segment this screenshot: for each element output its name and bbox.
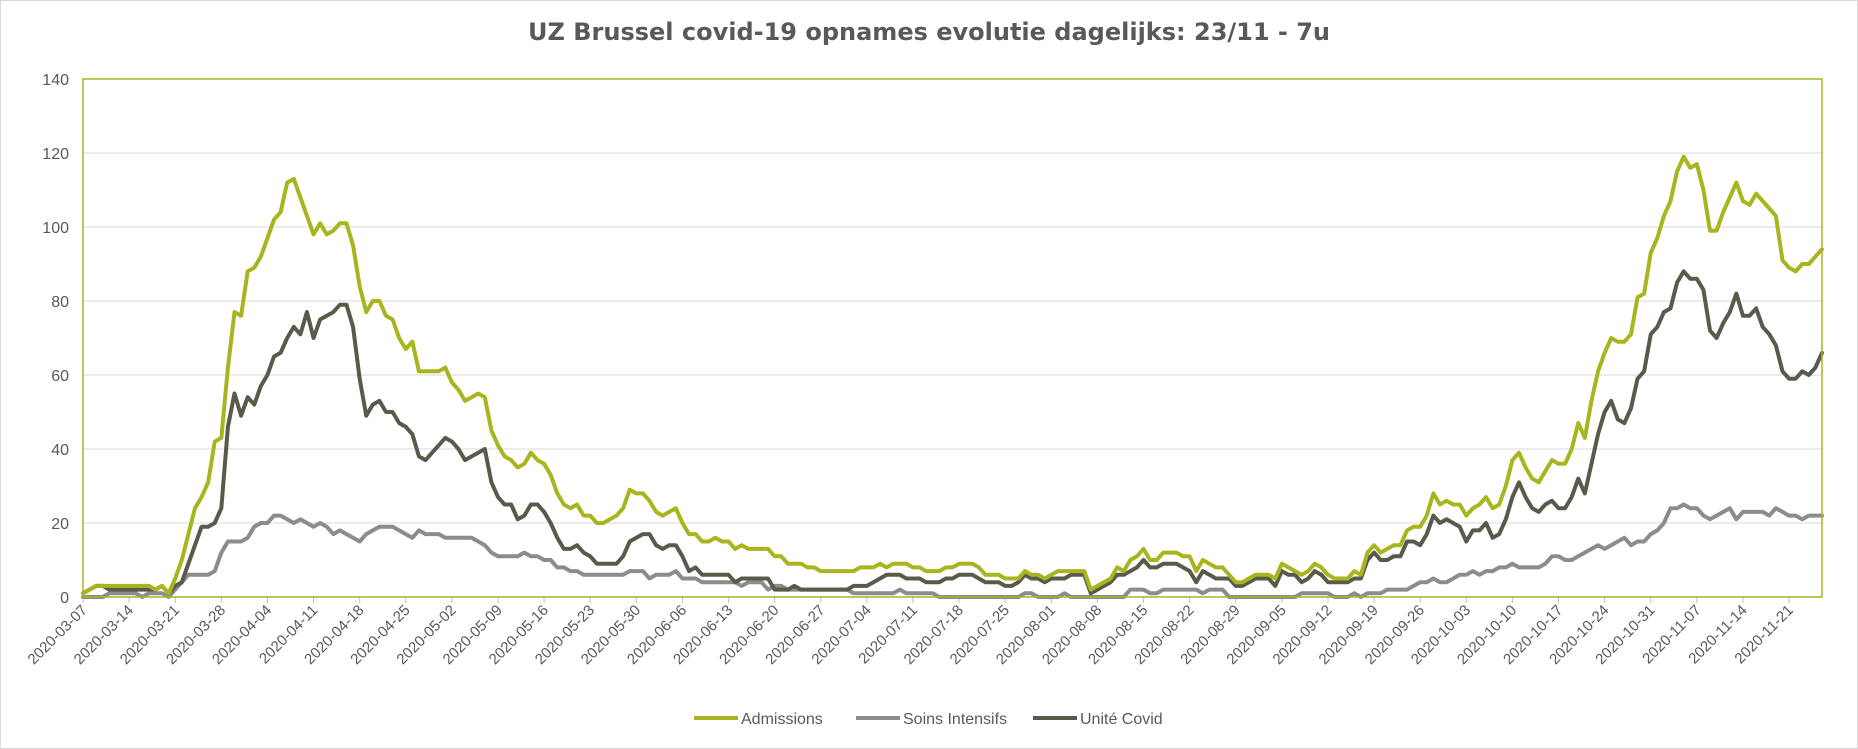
chart-title: UZ Brussel covid-19 opnames evolutie dag… bbox=[527, 18, 1331, 46]
series-line-soins-intensifs bbox=[81, 502, 1824, 599]
y-tick-label: 20 bbox=[51, 516, 69, 533]
series-line-unit-covid bbox=[81, 269, 1824, 596]
series-line-admissions bbox=[81, 154, 1824, 596]
y-tick-label: 0 bbox=[60, 590, 69, 607]
y-tick-label: 80 bbox=[51, 294, 69, 311]
legend-label: Unité Covid bbox=[1080, 711, 1163, 728]
y-tick-label: 100 bbox=[42, 220, 69, 237]
series-lines bbox=[81, 154, 1824, 599]
gridlines bbox=[83, 152, 1822, 524]
legend-label: Soins Intensifs bbox=[903, 711, 1007, 728]
legend-label: Admissions bbox=[741, 711, 823, 728]
legend: Admissions Soins Intensifs Unité Covid bbox=[694, 711, 1163, 728]
y-tick-label: 40 bbox=[51, 442, 69, 459]
x-axis: 2020-03-072020-03-142020-03-212020-03-28… bbox=[25, 596, 1822, 668]
y-tick-label: 140 bbox=[42, 72, 69, 89]
y-axis-ticks: 0 20 40 60 80 100 120 140 bbox=[42, 72, 69, 607]
plot-area-border bbox=[82, 78, 1823, 598]
y-tick-label: 60 bbox=[51, 368, 69, 385]
y-tick-label: 120 bbox=[42, 146, 69, 163]
